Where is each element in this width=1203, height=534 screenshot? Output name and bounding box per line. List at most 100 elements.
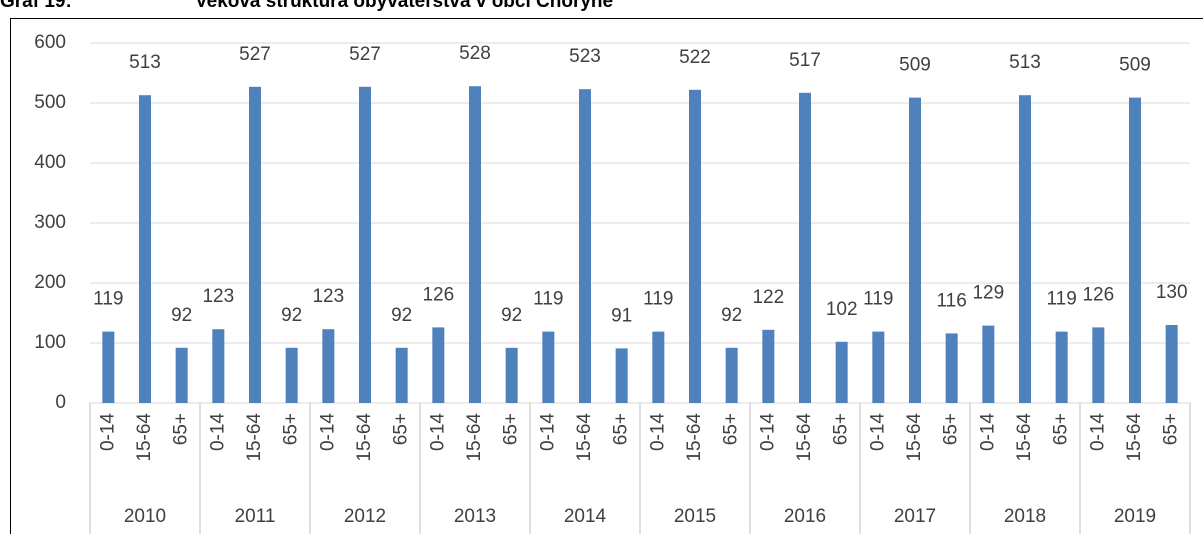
data-label: 126 — [1082, 284, 1114, 305]
y-tick-label: 500 — [34, 92, 66, 113]
data-label: 119 — [863, 289, 893, 310]
group-label: 2014 — [564, 506, 607, 527]
data-label: 130 — [1156, 282, 1188, 303]
data-label: 509 — [899, 55, 931, 76]
x-tick-label: 0-14 — [867, 413, 888, 451]
data-label: 92 — [391, 305, 412, 326]
data-label: 102 — [826, 299, 858, 320]
x-tick-label: 0-14 — [207, 413, 228, 451]
bar — [1019, 95, 1031, 403]
data-label: 91 — [611, 305, 632, 326]
x-tick-label: 0-14 — [537, 413, 558, 451]
data-label: 123 — [202, 286, 234, 307]
bar — [432, 327, 445, 403]
x-tick-label: 0-14 — [97, 413, 118, 451]
group-label: 2011 — [235, 506, 276, 527]
group-label: 2015 — [674, 506, 716, 527]
data-label: 509 — [1119, 55, 1151, 76]
group-label: 2018 — [1004, 506, 1046, 527]
data-label: 126 — [422, 284, 454, 305]
y-tick-label: 100 — [34, 332, 66, 353]
x-tick-label: 15-64 — [134, 413, 155, 462]
data-label: 527 — [239, 44, 271, 65]
bar — [945, 333, 958, 403]
bar — [1092, 327, 1105, 403]
bar — [285, 347, 298, 403]
bar — [872, 331, 885, 403]
bar — [322, 329, 335, 403]
bar — [505, 347, 518, 403]
data-label: 92 — [281, 305, 302, 326]
y-tick-label: 400 — [34, 152, 66, 173]
y-tick-label: 200 — [34, 272, 66, 293]
bar — [982, 325, 995, 403]
y-tick-label: 0 — [55, 392, 66, 413]
bar — [725, 347, 738, 403]
x-tick-label: 15-64 — [684, 413, 705, 462]
bar — [102, 331, 115, 403]
x-tick-label: 0-14 — [757, 413, 778, 451]
x-tick-label: 0-14 — [427, 413, 448, 451]
x-tick-label: 0-14 — [317, 413, 338, 451]
bar — [652, 331, 665, 403]
x-tick-label: 65+ — [171, 413, 192, 445]
group-label: 2010 — [124, 506, 166, 527]
x-tick-label: 65+ — [721, 413, 742, 445]
bar — [615, 348, 628, 403]
bar — [1165, 325, 1178, 403]
bar — [799, 92, 811, 404]
data-label: 513 — [1009, 52, 1041, 73]
bar — [579, 89, 591, 403]
data-label: 119 — [533, 289, 563, 310]
chart-title-number: Graf 19: — [0, 0, 72, 12]
x-tick-label: 15-64 — [464, 413, 485, 462]
data-label: 528 — [459, 43, 491, 64]
chart-title: Veková štruktúra obyvateľstva v obci Cho… — [195, 0, 613, 12]
x-tick-label: 65+ — [831, 413, 852, 445]
data-label: 523 — [569, 46, 601, 67]
y-tick-label: 300 — [34, 212, 66, 233]
bar — [909, 97, 921, 403]
y-tick-label: 600 — [34, 32, 66, 53]
data-label: 92 — [501, 305, 522, 326]
data-label: 527 — [349, 44, 381, 65]
data-label: 92 — [171, 305, 192, 326]
bar — [835, 341, 848, 403]
data-label: 92 — [721, 305, 742, 326]
x-tick-label: 15-64 — [794, 413, 815, 462]
group-label: 2012 — [344, 506, 386, 527]
bar — [469, 86, 481, 403]
data-label: 119 — [1047, 289, 1077, 310]
bar — [542, 331, 555, 403]
bar — [689, 89, 701, 404]
x-tick-label: 15-64 — [1124, 413, 1145, 462]
chart-frame — [10, 18, 1203, 534]
data-label: 119 — [93, 289, 123, 310]
bar — [395, 347, 408, 403]
bar — [249, 86, 261, 404]
x-tick-label: 65+ — [1051, 413, 1072, 445]
x-tick-label: 65+ — [611, 413, 632, 445]
x-tick-label: 65+ — [941, 413, 962, 445]
group-label: 2013 — [454, 506, 496, 527]
bar — [212, 329, 225, 403]
x-tick-label: 0-14 — [647, 413, 668, 451]
group-label: 2016 — [784, 506, 826, 527]
data-label: 129 — [972, 283, 1004, 304]
data-label: 522 — [679, 47, 711, 68]
x-tick-label: 15-64 — [1014, 413, 1035, 462]
data-label: 123 — [312, 286, 344, 307]
bar — [762, 329, 775, 403]
data-label: 513 — [129, 52, 161, 73]
x-tick-label: 15-64 — [244, 413, 265, 462]
data-label: 119 — [643, 289, 673, 310]
x-tick-label: 0-14 — [977, 413, 998, 451]
data-label: 122 — [752, 287, 784, 308]
x-tick-label: 15-64 — [574, 413, 595, 462]
bar — [139, 95, 151, 403]
bar — [359, 86, 371, 404]
bar — [1129, 97, 1141, 403]
group-label: 2017 — [894, 506, 936, 527]
x-tick-label: 0-14 — [1087, 413, 1108, 451]
